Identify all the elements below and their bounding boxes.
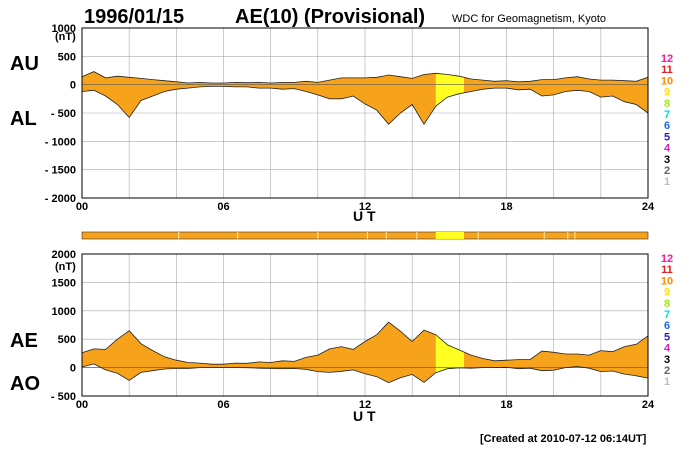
au-al-x-tick-label: 24 — [642, 201, 655, 213]
au-al-unit-label: (nT) — [55, 31, 76, 43]
au-al-x-tick-label: 00 — [76, 201, 88, 213]
station-legend-entry: 3 — [664, 154, 670, 166]
station-legend-entry: 2 — [664, 165, 670, 177]
station-legend-entry: 9 — [664, 287, 670, 299]
au-al-x-tick-label: 06 — [217, 201, 229, 213]
ae-ao-frame — [81, 253, 649, 397]
plot-date: 1996/01/15 — [84, 6, 184, 28]
ae-ao-panel: 2000 1500 1000 500 0 - 500 00 06 12 18 24 (nT) AE… — [10, 249, 655, 424]
station-bar-main — [81, 231, 649, 240]
au-al-y-ticks: 1000 500 0 - 500 - 1000 - 1500 - 2000 — [45, 23, 76, 205]
ae-ao-x-tick-label: 24 — [642, 399, 655, 411]
au-al-frame — [81, 27, 649, 199]
ae-label: AE — [10, 330, 38, 352]
al-label: AL — [10, 108, 37, 130]
ae-ao-ao-line — [81, 363, 649, 384]
station-legend-entry: 10 — [661, 75, 673, 87]
ae-ao-y-tick-label: 2000 — [52, 249, 76, 261]
station-legend-entry: 6 — [664, 120, 670, 132]
au-al-y-tick-label: - 2000 — [45, 193, 76, 205]
station-bar-segment — [435, 232, 465, 239]
station-legend-entry: 12 — [661, 53, 673, 65]
plot-title: AE(10) (Provisional) — [235, 6, 425, 28]
station-legend-entry: 1 — [664, 176, 670, 188]
ao-label: AO — [10, 373, 40, 395]
station-legend-entry: 7 — [664, 109, 670, 121]
ae-ao-unit-label: (nT) — [55, 261, 76, 273]
au-al-panel: 1000 500 0 - 500 - 1000 - 1500 - 2000 00 06 12 18… — [10, 23, 655, 224]
station-legend-entry: 8 — [664, 98, 670, 110]
au-al-y-tick-label: - 1000 — [45, 136, 76, 148]
ae-ao-x-tick-label: 06 — [217, 399, 229, 411]
data-source: WDC for Geomagnetism, Kyoto — [452, 13, 606, 25]
station-legend-entry: 12 — [661, 253, 673, 265]
au-al-y-tick-label: 0 — [70, 80, 76, 92]
au-al-y-tick-label: - 500 — [51, 108, 76, 120]
station-legend-entry: 2 — [664, 365, 670, 377]
au-al-au-line — [81, 71, 649, 84]
ae-ao-x-tick-label: 12 — [359, 399, 371, 411]
au-al-x-tick-label: 18 — [500, 201, 512, 213]
ae-ao-y-tick-label: 1000 — [52, 306, 76, 318]
station-legend-entry: 1 — [664, 376, 670, 388]
au-al-y-tick-label: 500 — [58, 51, 76, 63]
station-legend-entry: 6 — [664, 320, 670, 332]
station-legend-entry: 3 — [664, 354, 670, 366]
au-al-y-tick-label: - 1500 — [45, 165, 76, 177]
au-al-y-tick-label: 1000 — [52, 23, 76, 35]
station-count-bar — [81, 231, 649, 240]
ae-ao-ae-line — [81, 321, 649, 365]
station-legend-entry: 7 — [664, 309, 670, 321]
ae-ao-x-tick-label: 18 — [500, 399, 512, 411]
station-legend-entry: 11 — [661, 264, 673, 276]
ae-ao-y-tick-label: 500 — [58, 334, 76, 346]
au-al-grid — [81, 27, 649, 199]
station-legend-entry: 5 — [664, 331, 670, 343]
au-al-x-tick-label: 12 — [359, 201, 371, 213]
station-legend-entry: 8 — [664, 298, 670, 310]
station-legend-entry: 5 — [664, 131, 670, 143]
ae-ao-low-station-fill — [435, 322, 465, 383]
station-legend-entry: 10 — [661, 275, 673, 287]
station-legend-entry: 9 — [664, 87, 670, 99]
au-label: AU — [10, 53, 39, 75]
ae-ao-grid — [81, 253, 649, 397]
ae-ao-y-ticks: 2000 1500 1000 500 0 - 500 — [51, 249, 76, 403]
au-al-x-ticks: 00 06 12 18 24 — [76, 201, 655, 213]
ae-ao-x-tick-label: 00 — [76, 399, 88, 411]
ae-ao-x-axis-label: U T — [353, 408, 376, 424]
ae-ao-y-tick-label: - 500 — [51, 391, 76, 403]
ae-ao-x-ticks: 00 06 12 18 24 — [76, 399, 655, 411]
created-timestamp: [Created at 2010-07-12 06:14UT] — [480, 433, 647, 445]
ae-ao-y-tick-label: 0 — [70, 363, 76, 375]
station-legend-entry: 4 — [664, 143, 671, 155]
au-al-x-axis-label: U T — [353, 208, 376, 224]
au-al-al-line — [81, 86, 649, 126]
ae-ao-y-tick-label: 1500 — [52, 277, 76, 289]
station-legend-entry: 4 — [664, 343, 671, 355]
station-legend-entry: 11 — [661, 64, 673, 76]
